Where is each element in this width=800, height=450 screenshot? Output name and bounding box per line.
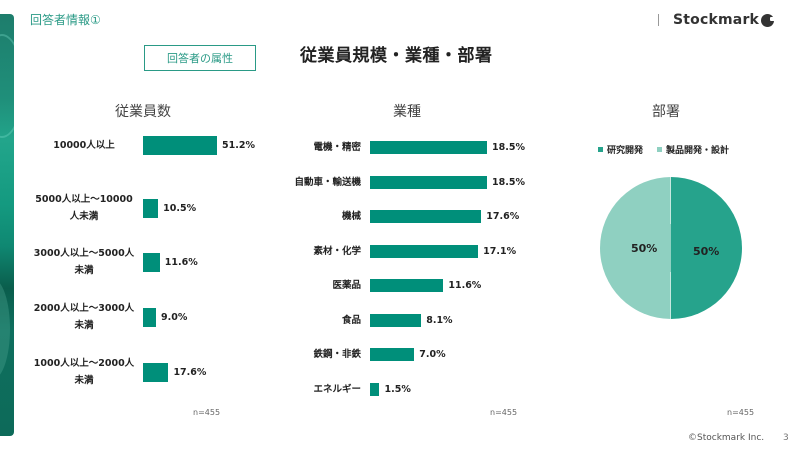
employees-bar-row: 3000人以上～5000人 未満 11.6% — [30, 245, 198, 279]
bar-label: 電機・精密 — [313, 142, 361, 153]
bar — [143, 252, 160, 272]
bar — [370, 244, 479, 258]
bar — [370, 279, 444, 292]
bar-value: 10.5% — [163, 202, 197, 214]
industry-bar-row: 鉄鋼・非鉄 7.0% — [280, 346, 446, 363]
bar-label-line: 1000人以上～2000人 — [33, 358, 135, 369]
employees-bar-row: 2000人以上～3000人 未満 9.0% — [30, 300, 188, 334]
industry-sample-size: n=455 — [490, 408, 518, 417]
bar — [143, 198, 159, 218]
bar — [143, 362, 169, 382]
bar — [370, 175, 487, 189]
bar — [370, 382, 380, 396]
copyright: ©Stockmark Inc. — [688, 433, 765, 443]
section-label: 回答者情報① — [30, 13, 101, 27]
stockmark-logo: Stockmark — [658, 12, 776, 28]
bar-label-line: 未満 — [74, 265, 94, 276]
bar-label: 医薬品 — [332, 280, 361, 291]
industry-chart-title: 業種 — [393, 104, 421, 120]
attribute-box: 回答者の属性 — [144, 45, 256, 71]
bar-label-line: 5000人以上～10000 — [35, 194, 133, 205]
decorative-side-band — [0, 14, 14, 436]
bar-value: 8.1% — [426, 314, 453, 326]
bar — [143, 307, 156, 327]
page-number: 3 — [783, 433, 789, 443]
logo-mark-icon — [761, 13, 776, 27]
legend-label: 研究開発 — [607, 146, 644, 156]
bar-label-line: 人未満 — [69, 211, 99, 222]
bar-label-line: 未満 — [74, 375, 94, 386]
department-sample-size: n=455 — [727, 408, 755, 417]
bar-label-line: 10000人以上 — [53, 140, 115, 151]
bar-value: 17.6% — [486, 211, 520, 222]
industry-bar-row: 機械 17.6% — [280, 208, 519, 225]
bar-label: 自動車・輸送機 — [294, 176, 361, 188]
bar-value: 17.1% — [483, 245, 517, 257]
legend-swatch-product — [657, 147, 663, 152]
bar — [370, 210, 482, 223]
employees-bar-row: 1000人以上～2000人 未満 17.6% — [30, 355, 207, 389]
bar-label: 食品 — [341, 314, 361, 326]
bar-label-line: 2000人以上～3000人 — [33, 303, 135, 314]
bar-label: 5000人以上～10000 人未満 — [30, 191, 138, 225]
legend-item-product: 製品開発・設計 — [657, 143, 729, 156]
page-title: 従業員規模・業種・部署 — [300, 46, 493, 66]
department-legend: 研究開発 製品開発・設計 — [598, 143, 743, 156]
bar-value: 18.5% — [492, 142, 525, 153]
bar-label: 2000人以上～3000人 未満 — [30, 300, 138, 334]
bar-label: 鉄鋼・非鉄 — [313, 349, 361, 360]
industry-bar-row: 自動車・輸送機 18.5% — [280, 174, 525, 191]
bar — [370, 141, 487, 154]
bar-label-line: 3000人以上～5000人 — [33, 248, 135, 259]
industry-bar-row: 医薬品 11.6% — [280, 277, 481, 294]
bar-label: 10000人以上 — [30, 137, 138, 154]
pie-label-research: 50% — [693, 245, 720, 258]
bar-label: 機械 — [341, 211, 361, 222]
employees-bar-row: 10000人以上 51.2% — [30, 136, 255, 155]
bar-value: 1.5% — [384, 383, 411, 395]
industry-bar-row: 素材・化学 17.1% — [280, 243, 516, 260]
pie-label-product: 50% — [631, 242, 658, 255]
bar-value: 7.0% — [419, 349, 446, 360]
industry-bar-row: 電機・精密 18.5% — [280, 139, 525, 156]
bar-value: 18.5% — [492, 176, 525, 188]
bar-value: 17.6% — [173, 366, 207, 378]
legend-label: 製品開発・設計 — [666, 146, 730, 156]
department-pie-chart — [600, 177, 742, 319]
industry-bar-row: 食品 8.1% — [280, 312, 453, 329]
bar-label: 素材・化学 — [313, 245, 361, 257]
bar-value: 9.0% — [161, 311, 188, 323]
employees-sample-size: n=455 — [193, 408, 221, 417]
bar-label: エネルギー — [313, 383, 361, 395]
logo-text: Stockmark — [673, 12, 760, 28]
employees-bar-row: 5000人以上～10000 人未満 10.5% — [30, 191, 196, 225]
bar-label: 1000人以上～2000人 未満 — [30, 355, 138, 389]
department-chart-title: 部署 — [652, 104, 680, 120]
legend-swatch-research — [598, 147, 603, 152]
logo-divider — [658, 14, 659, 26]
legend-item-research: 研究開発 — [598, 143, 643, 156]
bar-value: 51.2% — [222, 140, 255, 151]
bar — [370, 313, 422, 327]
bar-value: 11.6% — [448, 280, 482, 291]
employees-chart-title: 従業員数 — [115, 104, 171, 120]
industry-bar-row: エネルギー 1.5% — [280, 381, 411, 398]
bar-label-line: 未満 — [74, 320, 94, 331]
bar-value: 11.6% — [164, 256, 198, 268]
bar — [143, 136, 217, 155]
bar-label: 3000人以上～5000人 未満 — [30, 245, 138, 279]
bar — [370, 348, 415, 361]
